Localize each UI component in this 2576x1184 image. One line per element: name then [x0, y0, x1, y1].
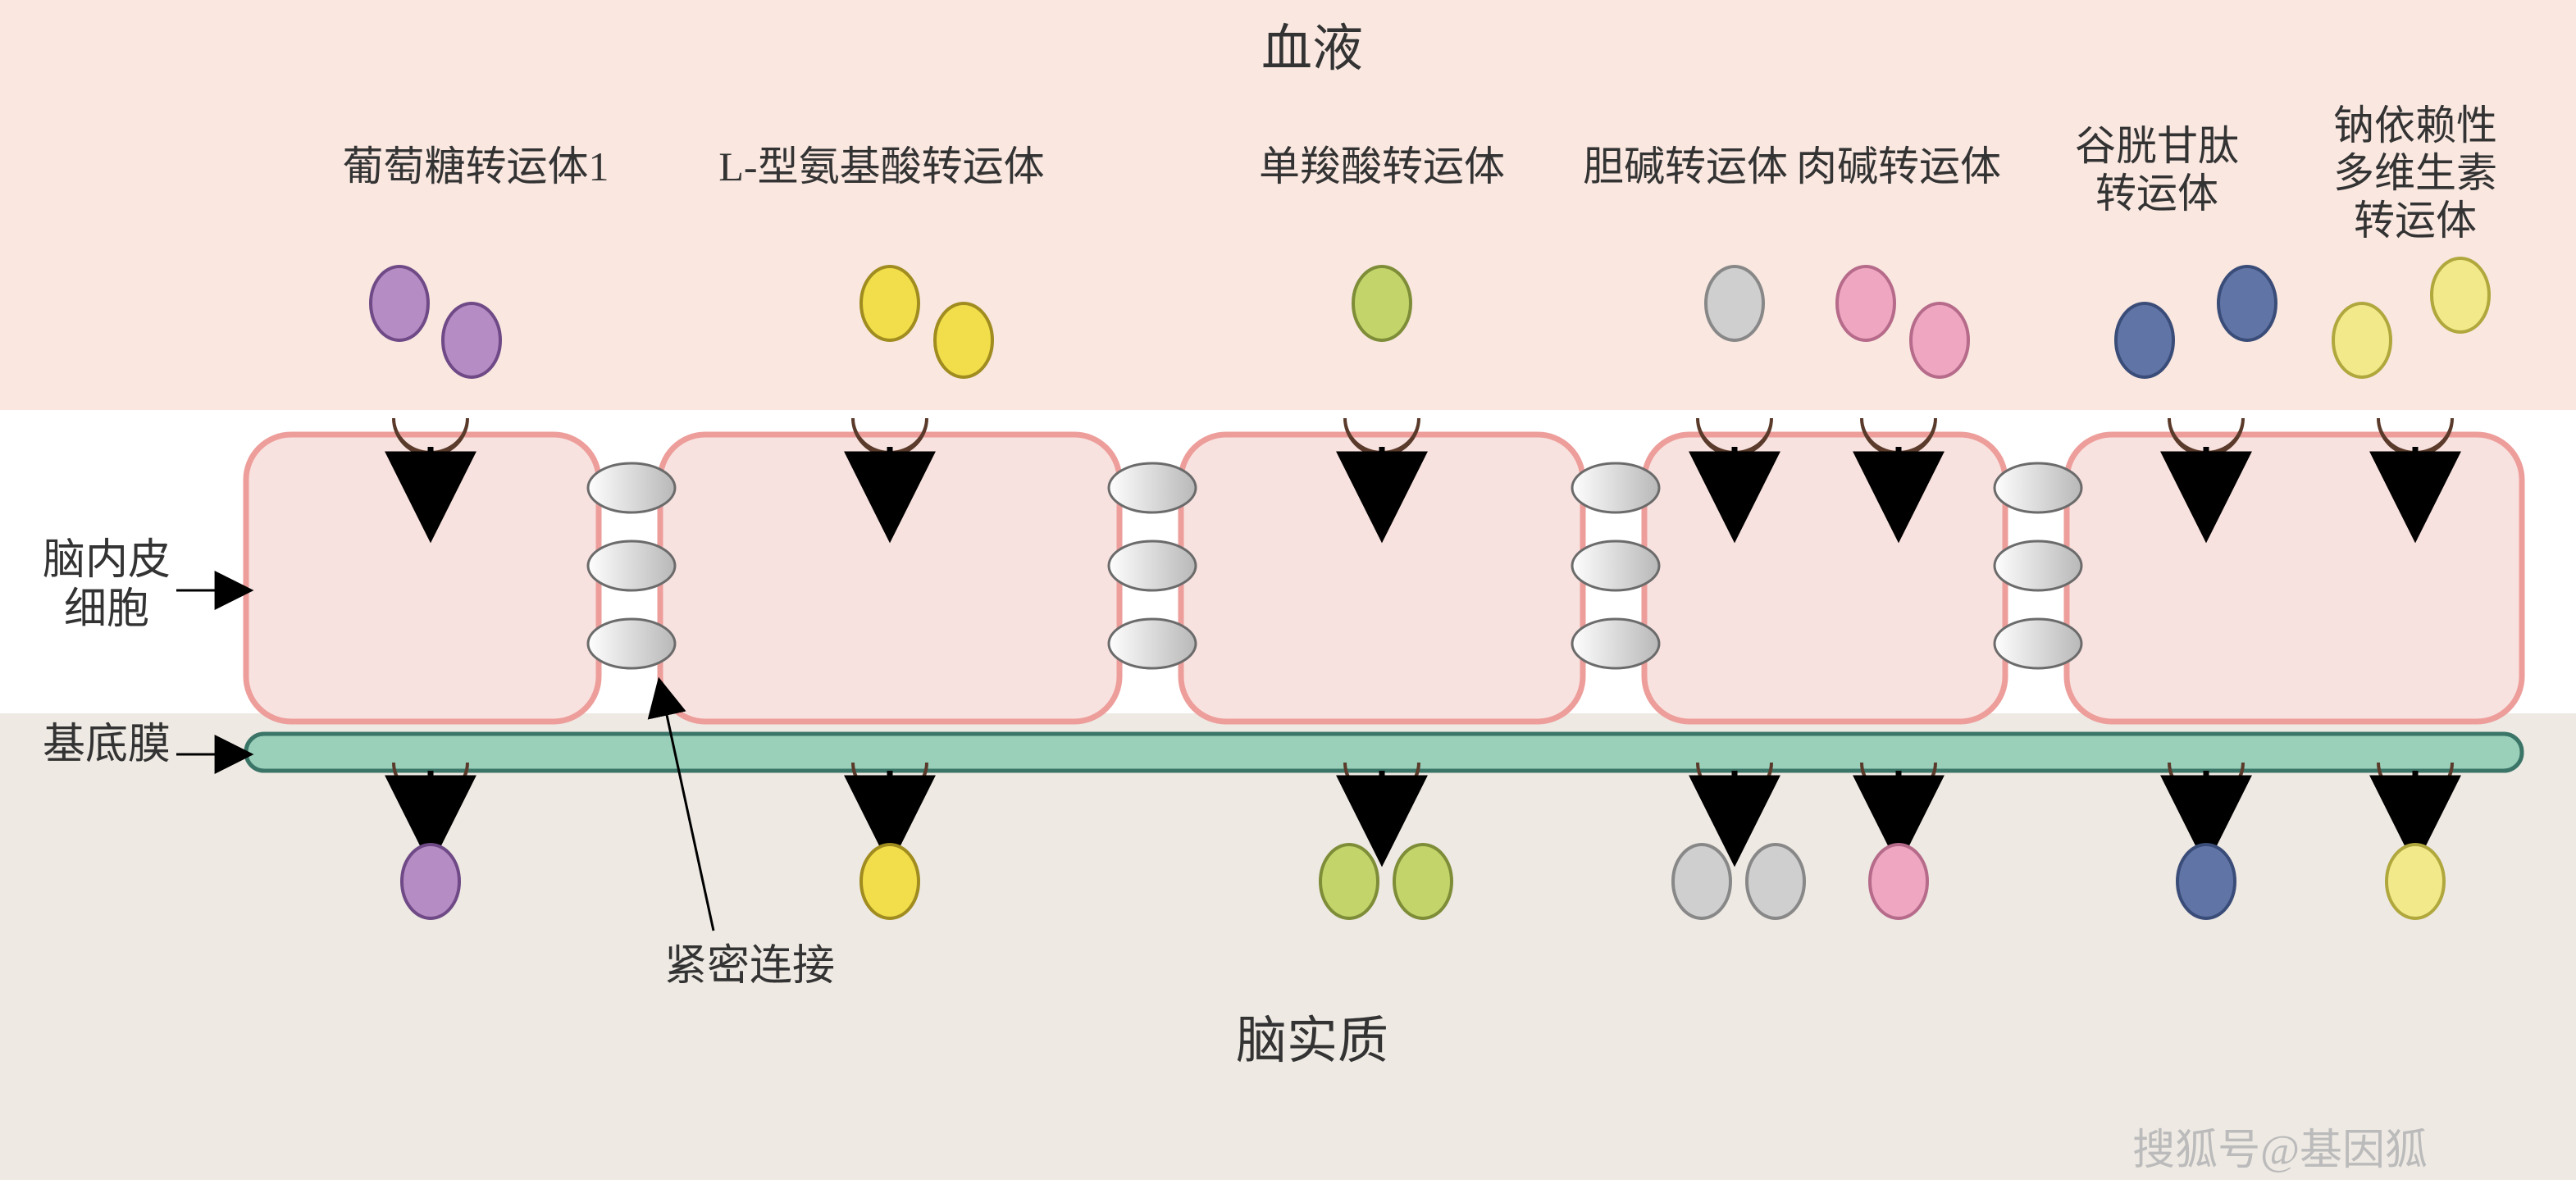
parenchyma-label: 脑实质: [1236, 1013, 1388, 1069]
choline-ligand: [1706, 266, 1763, 340]
lat-ligand: [861, 266, 919, 340]
tight-junction: [1109, 463, 1196, 512]
endothelial-cell: [246, 435, 599, 722]
endothelial-cell: [1644, 435, 2005, 722]
mct-ligand: [1353, 266, 1411, 340]
basement-membrane: [246, 734, 2522, 771]
tight-junction: [588, 541, 675, 590]
diagram-svg: 葡萄糖转运体1L-型氨基酸转运体单羧酸转运体胆碱转运体肉碱转运体谷胱甘肽转运体钠…: [0, 0, 2576, 1180]
glutathione-label: 转运体: [2095, 171, 2218, 216]
tight-junction: [1572, 541, 1659, 590]
glutathione-ligand-out: [2177, 845, 2235, 918]
blood-label: 血液: [1261, 21, 1363, 77]
glutathione-label: 谷胱甘肽: [2075, 123, 2239, 169]
endothelial-cell: [2067, 435, 2522, 722]
lat-label: L-型氨基酸转运体: [718, 143, 1044, 189]
tight-junction: [1572, 463, 1659, 512]
basement-label: 基底膜: [43, 722, 171, 768]
glut1-label: 葡萄糖转运体1: [343, 143, 609, 189]
parenchyma-region: [0, 713, 2576, 1180]
carnitine-ligand: [1837, 266, 1894, 340]
endothelial-label: 细胞: [64, 586, 149, 633]
carnitine-ligand-out: [1870, 845, 1927, 918]
tight-junction: [1995, 619, 2081, 668]
lat-ligand: [935, 303, 992, 377]
glutathione-ligand: [2116, 303, 2173, 377]
lat-ligand-out: [861, 845, 919, 918]
glutathione-ligand: [2218, 266, 2276, 340]
endothelial-label: 脑内皮: [43, 537, 171, 584]
smvt-ligand: [2333, 303, 2391, 377]
smvt-label: 转运体: [2354, 198, 2477, 244]
choline-ligand-out: [1747, 845, 1804, 918]
tight-junction: [1995, 541, 2081, 590]
tight-junction: [1109, 619, 1196, 668]
mct-ligand-out: [1320, 845, 1378, 918]
smvt-ligand-out: [2387, 845, 2444, 918]
choline-ligand-out: [1673, 845, 1730, 918]
carnitine-ligand: [1911, 303, 1968, 377]
choline-label: 胆碱转运体: [1583, 143, 1788, 189]
carnitine-label: 肉碱转运体: [1796, 143, 2001, 189]
smvt-ligand: [2432, 258, 2489, 332]
smvt-label: 钠依赖性: [2333, 102, 2497, 148]
mct-label: 单羧酸转运体: [1259, 143, 1505, 189]
tight-junction: [1995, 463, 2081, 512]
tight-junction: [1572, 619, 1659, 668]
tight-junction: [1109, 541, 1196, 590]
tight-junction-label: 紧密连接: [664, 943, 835, 990]
glut1-ligand: [371, 266, 428, 340]
watermark: 搜狐号@基因狐: [2132, 1127, 2428, 1174]
smvt-label: 多维生素: [2333, 150, 2497, 196]
glut1-ligand-out: [402, 845, 459, 918]
tight-junction: [588, 463, 675, 512]
mct-ligand-out: [1394, 845, 1452, 918]
glut1-ligand: [443, 303, 500, 377]
tight-junction: [588, 619, 675, 668]
